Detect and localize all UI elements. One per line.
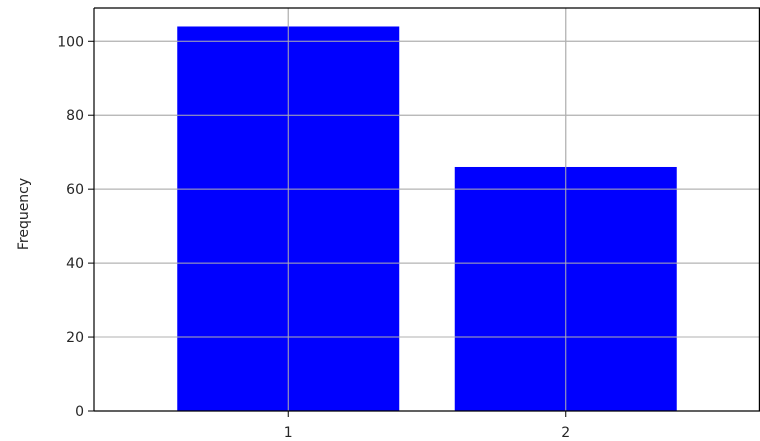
y-tick-label: 80	[66, 108, 84, 124]
bars	[177, 26, 677, 412]
y-tick-label: 0	[75, 404, 84, 420]
ticks: 0 20 40 60 80 100 1 2	[57, 34, 570, 441]
axes-frame	[93, 7, 760, 412]
y-tick-label: 100	[57, 34, 84, 50]
y-tick-label: 20	[66, 330, 84, 346]
y-axis-label: Frequency	[16, 178, 32, 250]
x-tick-label: 2	[561, 425, 570, 441]
y-tick-label: 40	[66, 256, 84, 272]
y-tick-label: 60	[66, 182, 84, 198]
x-tick-label: 1	[284, 425, 293, 441]
